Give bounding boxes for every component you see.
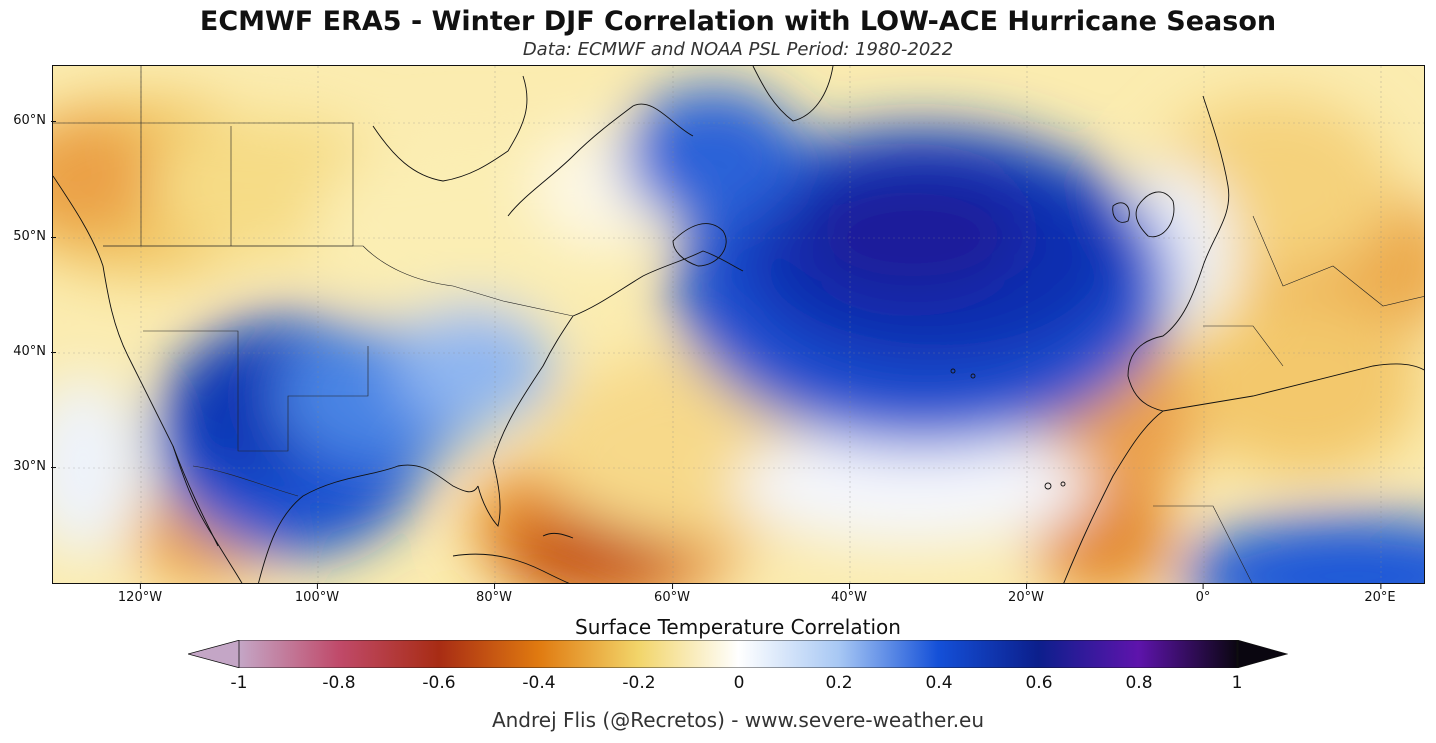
lat-label-60n: 60°N	[13, 113, 56, 128]
coastlines	[53, 66, 1424, 583]
borders	[53, 66, 1424, 583]
lon-label-120w: 120°W	[117, 584, 163, 605]
lat-label-40n: 40°N	[13, 344, 56, 359]
lon-label-20w: 20°W	[1008, 584, 1044, 605]
colorbar-tick: 0.8	[1125, 673, 1153, 693]
colorbar-tick: -1	[230, 673, 248, 693]
lat-label-50n: 50°N	[13, 229, 56, 244]
lon-label-80w: 80°W	[476, 584, 512, 605]
colorbar-tick: -0.6	[422, 673, 456, 693]
colorbar-tick: 0	[733, 673, 745, 693]
colorbar-gradient	[239, 640, 1238, 668]
colorbar-tick: 1	[1231, 673, 1243, 693]
chart-subtitle: Data: ECMWF and NOAA PSL Period: 1980-20…	[522, 39, 954, 60]
correlation-field	[53, 86, 1424, 583]
lon-label-20e: 20°E	[1364, 584, 1396, 605]
colorbar-label: Surface Temperature Correlation	[575, 615, 901, 639]
lon-label-100w: 100°W	[294, 584, 340, 605]
lon-label-40w: 40°W	[831, 584, 867, 605]
colorbar-tick: 0.6	[1025, 673, 1053, 693]
colorbar-frame	[238, 640, 1239, 668]
colorbar-tick: -0.4	[522, 673, 556, 693]
colorbar-tick: -0.8	[322, 673, 356, 693]
colorbar-tick: 0.2	[825, 673, 853, 693]
colorbar-min-extend	[188, 640, 241, 668]
lon-label-60w: 60°W	[654, 584, 690, 605]
colorbar	[188, 640, 1288, 668]
colorbar-max-extend	[1236, 640, 1288, 668]
chart-title: ECMWF ERA5 - Winter DJF Correlation with…	[199, 6, 1277, 37]
map-panel	[52, 65, 1425, 584]
credit-text: Andrej Flis (@Recretos) - www.severe-wea…	[491, 708, 985, 732]
colorbar-tick: 0.4	[925, 673, 953, 693]
colorbar-tick: -0.2	[622, 673, 656, 693]
lat-label-30n: 30°N	[13, 459, 56, 474]
correlation-map	[53, 66, 1424, 583]
lon-label-0: 0°	[1195, 584, 1211, 605]
